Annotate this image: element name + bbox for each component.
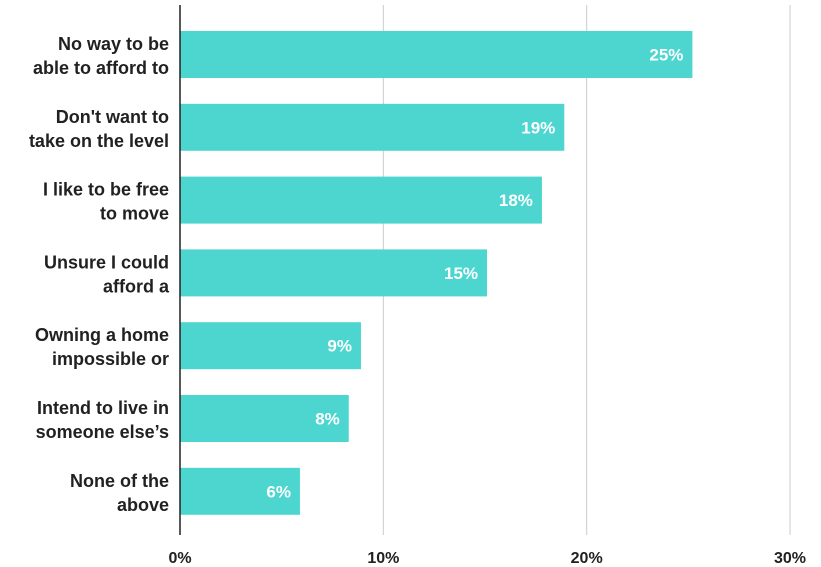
category-label-0-line-0: No way to be: [58, 34, 169, 54]
bar-5: [180, 395, 349, 442]
category-label-3-line-1: afford a: [103, 276, 170, 296]
x-tick-label-3: 30%: [774, 550, 806, 567]
x-tick-label-2: 20%: [571, 550, 603, 567]
data-labels: 25% 19% 18% 15% 9% 8% 6%: [266, 46, 683, 502]
category-label-0: No way to be able to afford to: [33, 34, 169, 78]
category-label-0-line-1: able to afford to: [33, 58, 169, 78]
category-label-3-line-0: Unsure I could: [44, 252, 169, 272]
category-label-4: Owning a home impossible or: [35, 325, 169, 369]
category-label-2-line-0: I like to be free: [43, 180, 169, 200]
data-label-0: 25%: [649, 46, 683, 65]
x-tick-label-1: 10%: [367, 550, 399, 567]
bar-6: [180, 467, 300, 515]
bar-3: [180, 249, 488, 297]
category-label-6: None of the above: [70, 471, 169, 515]
x-axis-tick-labels: 0% 10% 20% 30%: [168, 550, 806, 567]
data-label-4: 9%: [327, 337, 352, 356]
category-label-1-line-0: Don't want to: [56, 107, 169, 127]
category-label-6-line-0: None of the: [70, 471, 169, 491]
bar-2: [180, 176, 542, 224]
bar-1: [180, 103, 565, 151]
category-label-5-line-0: Intend to live in: [37, 398, 169, 418]
category-label-5: Intend to live in someone else’s: [36, 398, 169, 442]
data-label-5: 8%: [315, 410, 340, 429]
category-label-2: I like to be free to move: [43, 180, 169, 224]
category-label-3: Unsure I could afford a: [44, 252, 170, 296]
bar-4: [180, 322, 361, 370]
category-label-6-line-1: above: [117, 495, 169, 515]
category-label-4-line-0: Owning a home: [35, 325, 169, 345]
category-label-1: Don't want to take on the level: [29, 107, 169, 151]
category-label-2-line-1: to move: [100, 204, 169, 224]
data-label-3: 15%: [444, 264, 478, 283]
data-label-1: 19%: [521, 118, 555, 137]
data-label-2: 18%: [499, 191, 533, 210]
bars: [180, 31, 693, 515]
data-label-6: 6%: [266, 482, 291, 501]
category-label-4-line-1: impossible or: [52, 349, 169, 369]
x-tick-label-0: 0%: [168, 550, 191, 567]
category-label-5-line-1: someone else’s: [36, 422, 169, 442]
bar-0: [180, 31, 693, 78]
category-label-1-line-1: take on the level: [29, 131, 169, 151]
category-labels: No way to be able to afford to Don't want …: [29, 34, 170, 515]
